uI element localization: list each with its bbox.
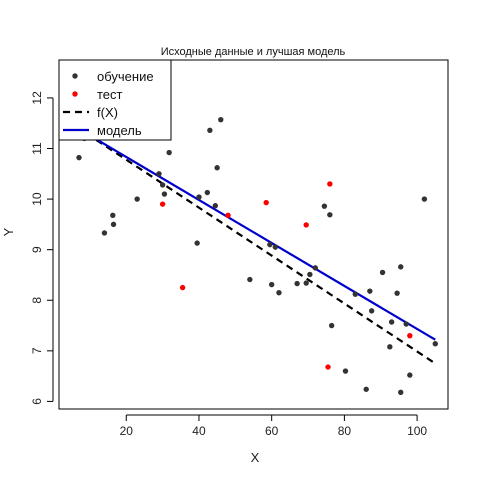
train-point bbox=[276, 289, 282, 296]
train-point bbox=[218, 116, 224, 123]
train-point bbox=[342, 368, 349, 374]
plot-frame bbox=[58, 59, 449, 410]
legend-box bbox=[58, 59, 172, 141]
train-point bbox=[214, 165, 220, 171]
y-tick-label: 10 bbox=[30, 192, 44, 206]
x-tick-label: 20 bbox=[120, 424, 134, 438]
chart-title: Исходные данные и лучшая модель bbox=[161, 46, 346, 58]
train-point bbox=[388, 319, 395, 325]
train-point bbox=[161, 191, 168, 197]
train-point bbox=[272, 244, 279, 250]
train-point bbox=[267, 241, 273, 248]
x-tick-label: 60 bbox=[265, 424, 279, 438]
train-point bbox=[166, 149, 172, 156]
train-point bbox=[387, 344, 393, 350]
y-tick-label: 9 bbox=[30, 246, 44, 253]
train-point bbox=[247, 276, 253, 283]
legend-label-fx: f(X) bbox=[97, 105, 118, 120]
test-point bbox=[159, 201, 166, 207]
train-point bbox=[312, 265, 319, 271]
test-point bbox=[225, 212, 231, 218]
legend-label-model: модель bbox=[97, 123, 142, 138]
model-line bbox=[85, 132, 436, 341]
train-point bbox=[159, 182, 166, 188]
y-tick-label: 6 bbox=[30, 398, 44, 405]
train-point bbox=[363, 386, 369, 392]
train-point bbox=[294, 280, 300, 287]
axes-layer: 20 40 60 80 100 6 7 8 9 10 11 12 bbox=[30, 91, 427, 438]
x-tick-label: 100 bbox=[407, 424, 427, 438]
test-point bbox=[407, 332, 413, 339]
legend-label-test: тест bbox=[97, 87, 123, 102]
train-point bbox=[321, 203, 328, 209]
train-point bbox=[156, 171, 162, 177]
legend: обучение тест f(X) модель bbox=[58, 59, 172, 141]
test-point bbox=[325, 364, 331, 370]
train-point bbox=[368, 308, 375, 314]
train-point bbox=[379, 269, 386, 276]
train-point bbox=[207, 127, 213, 134]
legend-label-train: обучение bbox=[97, 69, 154, 84]
true-function-line bbox=[85, 132, 436, 365]
train-point bbox=[367, 288, 373, 294]
train-point bbox=[352, 291, 358, 297]
train-point bbox=[403, 321, 409, 327]
y-tick-label: 11 bbox=[30, 142, 44, 155]
train-point bbox=[134, 196, 140, 202]
y-axis-title: Y bbox=[1, 227, 16, 236]
train-point bbox=[432, 341, 438, 347]
train-point bbox=[268, 281, 275, 288]
train-point bbox=[327, 212, 333, 218]
train-point bbox=[194, 240, 200, 246]
train-point bbox=[204, 189, 211, 196]
train-point bbox=[398, 389, 404, 396]
train-point bbox=[110, 221, 117, 228]
y-tick-label: 8 bbox=[30, 297, 44, 304]
x-tick-label: 40 bbox=[192, 424, 206, 438]
train-point bbox=[421, 196, 428, 202]
train-point bbox=[303, 280, 309, 286]
train-point bbox=[407, 372, 413, 378]
test-point bbox=[303, 222, 309, 228]
train-point bbox=[398, 264, 404, 270]
test-point bbox=[179, 284, 186, 291]
test-point bbox=[327, 181, 333, 187]
train-point bbox=[76, 154, 82, 161]
series-layer bbox=[76, 116, 438, 396]
train-point bbox=[110, 212, 116, 218]
legend-test-marker bbox=[72, 91, 78, 97]
train-point bbox=[101, 230, 108, 236]
legend-train-marker bbox=[72, 73, 78, 79]
train-point bbox=[328, 322, 335, 329]
x-tick-label: 80 bbox=[338, 424, 352, 438]
y-tick-label: 12 bbox=[30, 91, 44, 105]
test-point bbox=[263, 199, 269, 206]
y-tick-label: 7 bbox=[30, 347, 44, 354]
x-axis-title: X bbox=[251, 450, 260, 465]
train-point bbox=[307, 271, 313, 278]
train-point bbox=[196, 194, 202, 200]
train-point bbox=[394, 290, 400, 296]
train-point bbox=[212, 202, 219, 209]
